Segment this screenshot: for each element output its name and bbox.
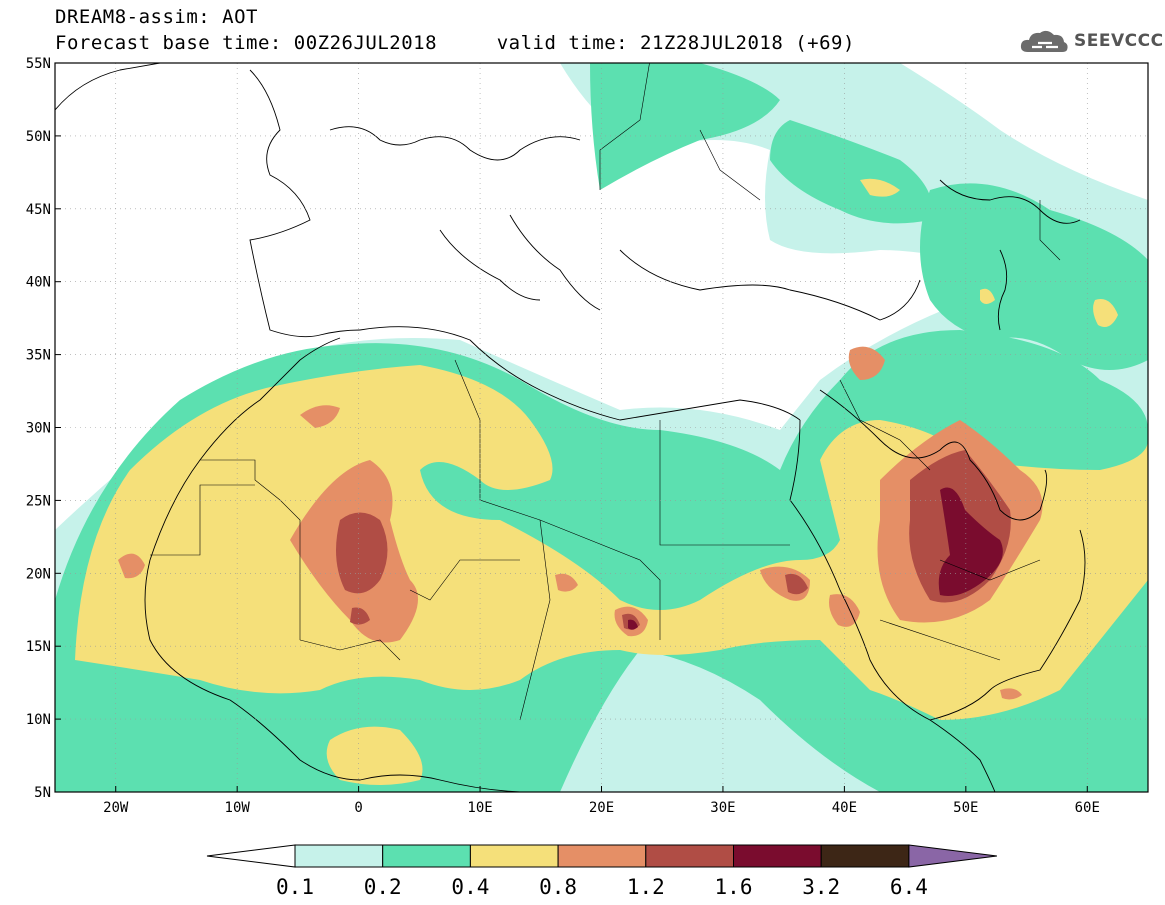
lat-tick-label: 5N <box>34 785 51 801</box>
colorbar-box <box>645 844 734 868</box>
lon-tick-label: 50E <box>953 800 978 816</box>
logo-text: SEEVCCC <box>1074 31 1164 51</box>
colorbar-label: 0.8 <box>539 875 577 899</box>
lat-tick-label: 25N <box>26 493 51 509</box>
axis-ticks: 55N 50N 45N 40N 35N 30N 25N 20N 15N 10N 5N 20W 10W 0 1… <box>26 56 1100 816</box>
colorbar-box <box>733 844 822 868</box>
lat-tick-label: 15N <box>26 639 51 655</box>
cloud-icon <box>1020 30 1068 52</box>
lat-tick-label: 30N <box>26 421 51 437</box>
colorbar-label: 0.1 <box>276 875 314 899</box>
lat-tick-label: 55N <box>26 56 51 72</box>
colorbar-high-triangle <box>908 844 997 868</box>
lat-tick-label: 45N <box>26 202 51 218</box>
lon-tick-label: 0 <box>354 800 362 816</box>
aot-level-1.6 <box>628 487 1003 630</box>
lon-tick-label: 20E <box>589 800 614 816</box>
lon-tick-label: 30E <box>710 800 735 816</box>
lat-tick-label: 20N <box>26 566 51 582</box>
colorbar-box <box>820 844 910 868</box>
lat-tick-label: 50N <box>26 129 51 145</box>
colorbar-label: 3.2 <box>802 875 840 899</box>
colorbar-label: 1.2 <box>627 875 665 899</box>
lon-tick-label: 10E <box>467 800 492 816</box>
colorbar-box <box>557 844 647 868</box>
graticule <box>55 63 1148 792</box>
lat-tick-label: 40N <box>26 275 51 291</box>
country-borders <box>150 63 1061 721</box>
lat-tick-label: 10N <box>26 712 51 728</box>
colorbar-label: 1.6 <box>715 875 753 899</box>
lon-tick-label: 40E <box>832 800 857 816</box>
lon-tick-label: 10W <box>225 800 251 816</box>
colorbar-label: 0.4 <box>451 875 489 899</box>
colorbar-label: 6.4 <box>890 875 928 899</box>
aot-field <box>55 63 1148 792</box>
colorbar-box <box>469 844 559 868</box>
aot-level-0.4 <box>75 178 1148 785</box>
colorbar-box <box>382 844 471 868</box>
lon-tick-label: 60E <box>1075 800 1100 816</box>
lat-tick-label: 35N <box>26 348 51 364</box>
map-title: DREAM8-assim: AOT <box>55 6 258 28</box>
colorbar-label: 0.2 <box>364 875 402 899</box>
colorbar-low-triangle <box>206 844 296 868</box>
colorbar-box <box>294 844 384 868</box>
lon-tick-label: 20W <box>103 800 129 816</box>
seevccc-logo: SEEVCCC <box>1018 26 1164 56</box>
forecast-time-subtitle: Forecast base time: 00Z26JUL2018 valid t… <box>55 32 855 54</box>
coastlines <box>55 63 1086 792</box>
